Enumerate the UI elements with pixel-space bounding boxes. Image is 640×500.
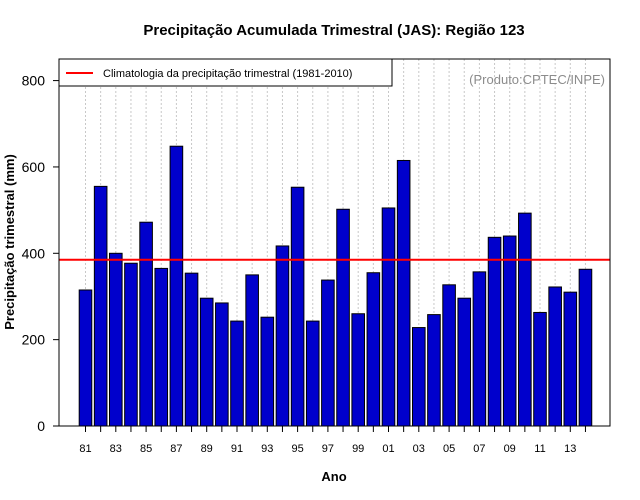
- x-tick-label: 99: [352, 443, 364, 455]
- x-tick-label: 91: [231, 443, 243, 455]
- bar-11: [533, 311, 547, 427]
- x-tick-label: 85: [140, 443, 152, 455]
- y-tick-label: 600: [22, 159, 46, 175]
- bar-07: [472, 271, 487, 427]
- x-tick-label: 89: [201, 443, 213, 455]
- bar-09: [502, 235, 517, 427]
- x-tick-label: 87: [170, 443, 182, 455]
- bar-81: [78, 289, 93, 427]
- x-tick-label: 13: [564, 443, 576, 455]
- bar-91: [230, 320, 244, 427]
- y-tick-label: 0: [37, 418, 45, 434]
- x-tick-label: 03: [413, 443, 425, 455]
- bar-84: [124, 262, 138, 427]
- bar-94: [275, 245, 290, 427]
- x-tick-label: 01: [382, 443, 394, 455]
- bar-97: [321, 279, 335, 427]
- bar-85: [139, 221, 153, 427]
- y-axis-label: Precipitação trimestral (mm): [2, 154, 17, 330]
- credit-text: (Produto:CPTEC/INPE): [469, 72, 605, 87]
- bar-05: [442, 284, 456, 427]
- bar-93: [260, 316, 275, 427]
- bar-86: [154, 267, 169, 427]
- bar-99: [351, 313, 365, 427]
- bar-87: [169, 145, 184, 427]
- x-tick-label: 93: [261, 443, 273, 455]
- bar-96: [305, 320, 320, 427]
- bar-88: [184, 272, 199, 427]
- bar-08: [487, 236, 502, 427]
- y-axis: 0 200 400 600 800: [22, 73, 59, 434]
- bar-89: [199, 297, 214, 427]
- x-tick-label: 07: [473, 443, 485, 455]
- bar-01: [381, 207, 396, 427]
- x-tick-label: 97: [322, 443, 334, 455]
- x-tick-label: 05: [443, 443, 455, 455]
- y-tick-label: 200: [22, 332, 46, 348]
- bar-98: [336, 208, 350, 427]
- bar-02: [396, 159, 411, 427]
- bar-12: [548, 286, 562, 427]
- legend-label: Climatologia da precipitação trimestral …: [103, 68, 352, 80]
- bar-83: [109, 252, 123, 427]
- bar-06: [457, 297, 472, 427]
- x-axis-label: Ano: [321, 469, 346, 484]
- legend-box: [58, 58, 393, 87]
- bar-90: [215, 302, 229, 427]
- bars-layer: [78, 145, 593, 427]
- bar-14: [578, 268, 593, 427]
- y-tick-label: 400: [22, 245, 46, 261]
- bar-03: [412, 327, 426, 427]
- chart-title: Precipitação Acumulada Trimestral (JAS):…: [143, 22, 524, 39]
- bar-10: [518, 212, 532, 427]
- bar-82: [93, 185, 108, 427]
- y-tick-label: 800: [22, 73, 46, 89]
- x-tick-label: 83: [110, 443, 122, 455]
- x-tick-label: 09: [504, 443, 516, 455]
- x-tick-label: 11: [534, 443, 545, 455]
- x-axis: 81 83 85 87 89 91 93 95 97 99 01 03 05 07 09 11 13: [79, 426, 586, 455]
- x-tick-label: 95: [291, 443, 303, 455]
- bar-00: [366, 272, 381, 427]
- bar-92: [245, 274, 259, 427]
- x-tick-label: 81: [79, 443, 91, 455]
- legend: Climatologia da precipitação trimestral …: [58, 58, 393, 87]
- bar-13: [563, 291, 578, 427]
- bar-95: [290, 186, 305, 427]
- bar-04: [427, 314, 441, 427]
